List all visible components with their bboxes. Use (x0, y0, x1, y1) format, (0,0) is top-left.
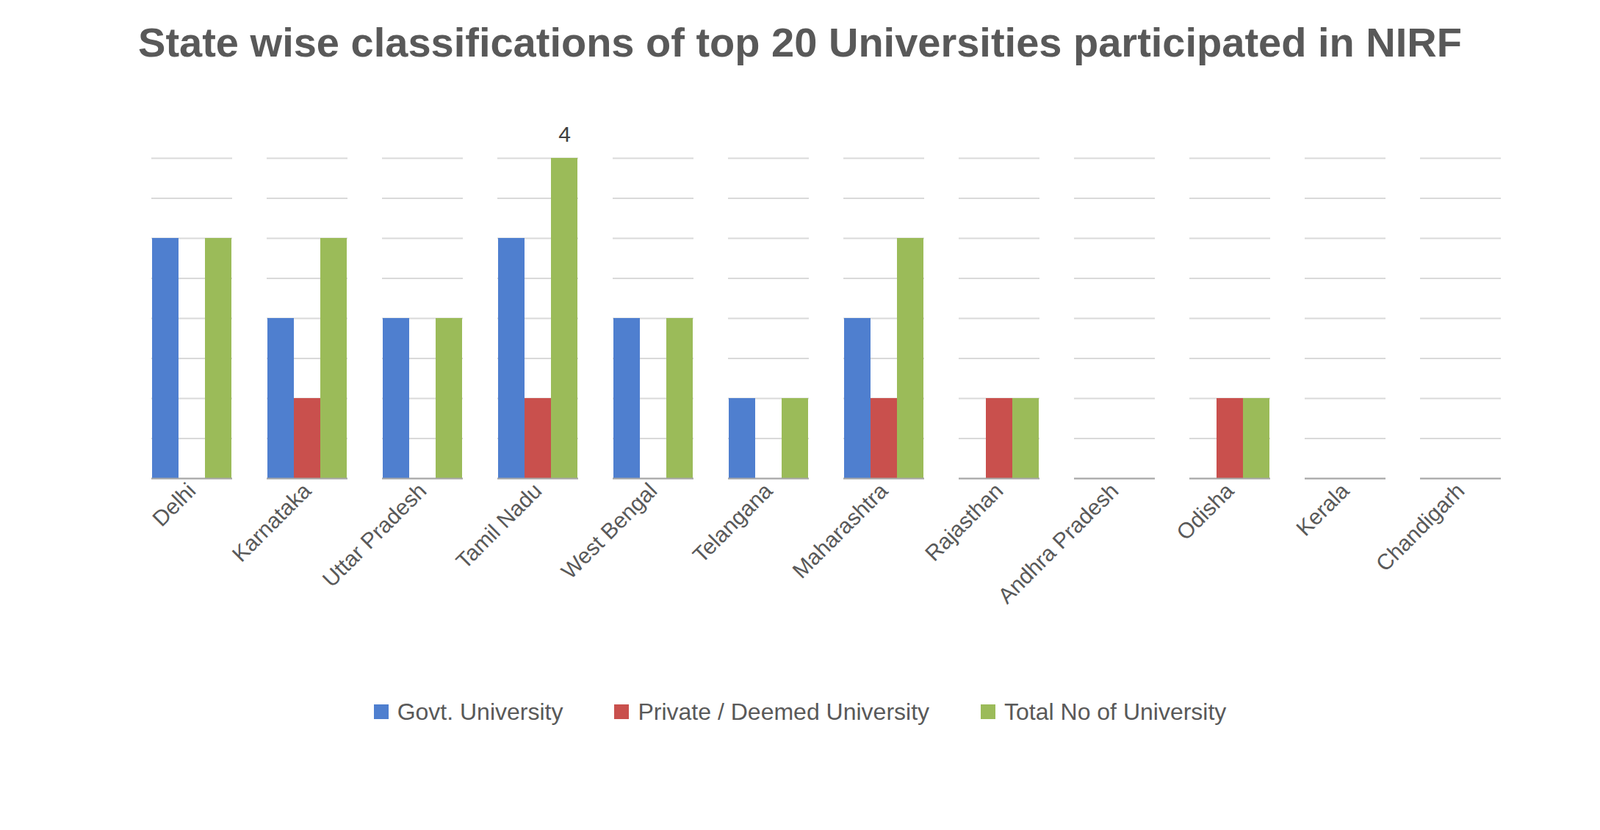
svg-text:Chandigarh: Chandigarh (1371, 478, 1470, 576)
svg-text:Telangana: Telangana (687, 478, 777, 568)
svg-text:Maharashtra: Maharashtra (787, 478, 893, 584)
html-text:Total No of University: Total No of University (1004, 698, 1227, 725)
html-text:Govt. University: Govt. University (397, 698, 564, 725)
svg-text:Kerala: Kerala (1291, 478, 1354, 541)
svg-text:Uttar Pradesh: Uttar Pradesh (317, 478, 431, 592)
html-text:State wise classifications of: State wise classifications of top 20 Uni… (138, 19, 1462, 66)
svg-text:Rajasthan: Rajasthan (920, 478, 1008, 566)
svg-text:4: 4 (558, 121, 571, 147)
svg-text:Tamil Nadu: Tamil Nadu (451, 478, 546, 574)
svg-text:Odisha: Odisha (1171, 478, 1239, 546)
html-text:Private / Deemed University: Private / Deemed University (638, 698, 930, 725)
svg-text:Karnataka: Karnataka (226, 478, 316, 567)
svg-text:Delhi: Delhi (147, 478, 201, 532)
svg-text:West Bengal: West Bengal (556, 478, 662, 584)
svg-text:Andhra Pradesh: Andhra Pradesh (993, 478, 1124, 609)
